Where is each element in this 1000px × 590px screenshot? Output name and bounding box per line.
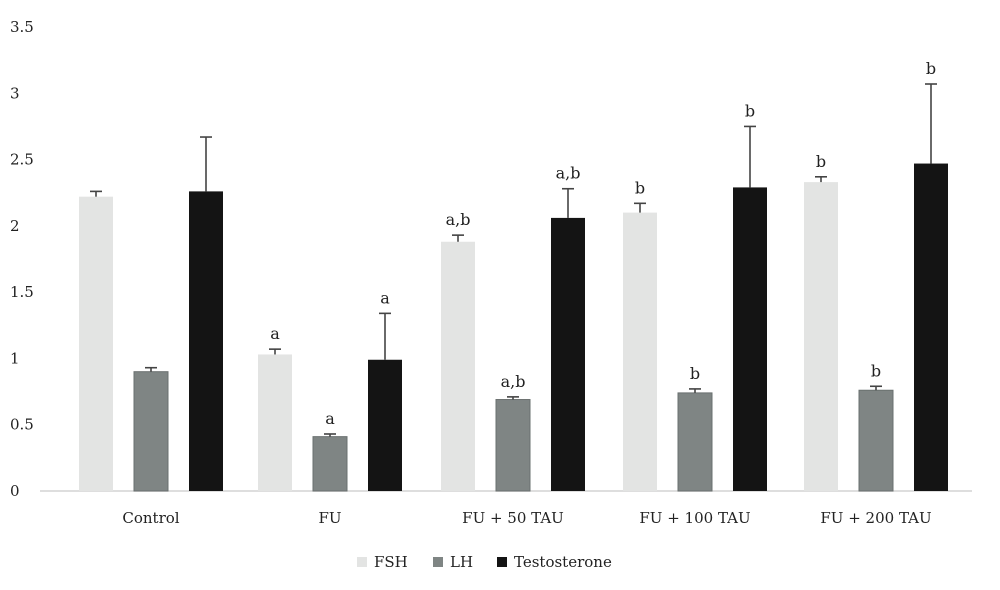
bar-lh-3: [677, 392, 713, 492]
bar-fsh-2: [441, 241, 475, 491]
significance-label: b: [635, 178, 645, 197]
y-tick-label: 0: [10, 482, 20, 500]
bar-fsh-0: [79, 196, 113, 492]
significance-label: b: [871, 361, 881, 380]
bar-lh-0: [133, 371, 169, 492]
significance-label: b: [816, 152, 826, 171]
y-tick-label: 3: [10, 84, 20, 102]
x-axis-categories: Control FU FU + 50 TAU FU + 100 TAU FU + 200…: [122, 509, 931, 527]
bar-lh-1: [312, 436, 348, 492]
y-tick-label: 1: [10, 349, 20, 367]
x-category-label: Control: [122, 509, 179, 527]
significance-label: b: [926, 59, 936, 78]
bar-fsh-3: [623, 212, 657, 491]
significance-label: a: [270, 324, 280, 343]
bar-lh-2: [495, 399, 531, 492]
y-axis-ticks: 0 0.5 1 1.5 2 2.5 3 3.5: [10, 18, 34, 500]
legend-swatch-fsh: [357, 557, 367, 567]
legend-swatch-testosterone: [497, 557, 507, 567]
bar-testosterone-3: [733, 187, 767, 491]
legend-swatch-lh: [433, 557, 443, 567]
significance-label: a: [380, 288, 390, 307]
bar-testosterone-1: [368, 359, 402, 491]
legend-label: FSH: [374, 553, 408, 571]
x-category-label: FU + 200 TAU: [820, 509, 931, 527]
x-category-label: FU + 100 TAU: [639, 509, 750, 527]
bar-testosterone-2: [551, 217, 585, 491]
y-tick-label: 1.5: [10, 283, 34, 301]
bar-testosterone-4: [914, 163, 948, 491]
significance-label: b: [745, 101, 755, 120]
bar-fsh-4: [804, 182, 838, 491]
significance-label: a,b: [501, 372, 526, 391]
bar-testosterone-0: [189, 191, 223, 492]
significance-label: a: [325, 409, 335, 428]
x-category-label: FU: [318, 509, 341, 527]
y-tick-label: 3.5: [10, 18, 34, 36]
significance-label: a,b: [446, 210, 471, 229]
legend-label: Testosterone: [514, 553, 612, 571]
x-category-label: FU + 50 TAU: [462, 509, 564, 527]
bar-lh-4: [858, 389, 894, 492]
y-tick-label: 2.5: [10, 151, 34, 169]
legend: FSH LH Testosterone: [357, 553, 612, 571]
legend-label: LH: [450, 553, 473, 571]
bars-group: a a,b b b a a,b b b a a,b b b: [79, 59, 948, 492]
y-tick-label: 2: [10, 217, 20, 235]
significance-label: a,b: [556, 164, 581, 183]
y-tick-label: 0.5: [10, 416, 34, 434]
bar-fsh-1: [258, 354, 292, 491]
significance-label: b: [690, 364, 700, 383]
